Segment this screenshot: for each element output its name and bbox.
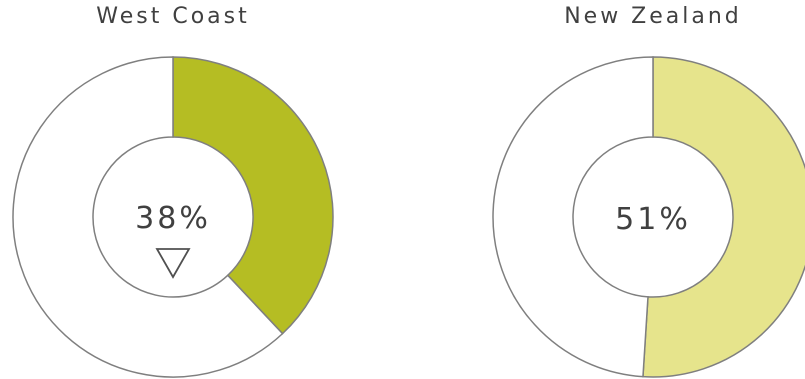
center-label-new-zealand: 51% bbox=[615, 202, 691, 237]
center-label-west-coast: 38% bbox=[135, 201, 211, 236]
donut-west-coast: 38% bbox=[12, 56, 334, 378]
chart-title-west-coast: West Coast bbox=[96, 4, 250, 29]
donut-slice-remainder-new-zealand bbox=[492, 56, 654, 378]
donut-slice-remainder-west-coast bbox=[12, 56, 284, 378]
donut-slice-value-new-zealand bbox=[642, 56, 805, 378]
donut-new-zealand: 51% bbox=[492, 56, 805, 378]
down-triangle-icon bbox=[155, 248, 191, 279]
chart-title-new-zealand: New Zealand bbox=[564, 4, 742, 29]
donut-slice-value-west-coast bbox=[172, 56, 334, 335]
